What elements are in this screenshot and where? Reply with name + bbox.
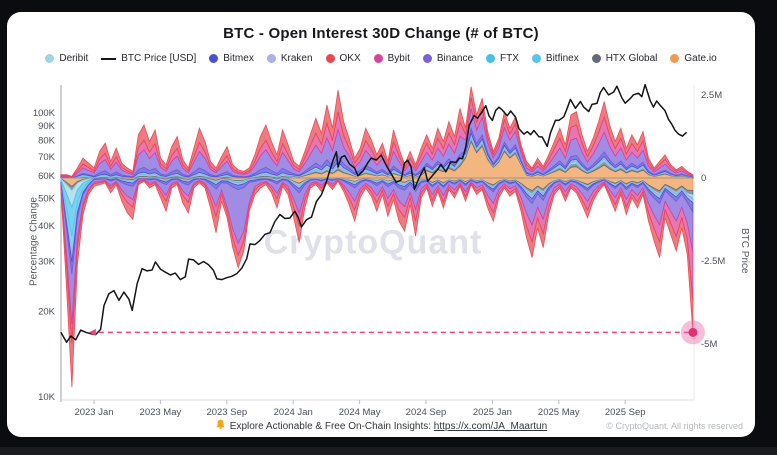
footer-insight-link[interactable]: https://x.com/JA_Maartun xyxy=(433,421,548,432)
legend-label: BTC Price [USD] xyxy=(121,53,197,64)
btc-price-line xyxy=(60,83,688,343)
legend-label: Deribit xyxy=(59,53,89,64)
legend-item-gateio[interactable]: Gate.io xyxy=(670,53,717,64)
left-tick-label: 80K xyxy=(38,136,56,147)
legend-item-binance[interactable]: Binance xyxy=(422,53,474,64)
legend-dot-swatch xyxy=(45,54,55,63)
right-axis-title: BTC Price xyxy=(739,228,750,274)
legend-line-swatch xyxy=(101,57,117,60)
x-tick-label: 2025 Jan xyxy=(473,407,512,418)
legend-item-deribit[interactable]: Deribit xyxy=(45,53,88,64)
legend-dot-swatch xyxy=(591,54,601,63)
legend-item-ftx[interactable]: FTX xyxy=(486,53,519,64)
bottom-bar xyxy=(0,447,777,455)
chart-canvas[interactable]: 2023 Jan 2023 May 2023 Sep 2024 Jan 2024 May… xyxy=(7,12,755,437)
left-axis-title: Percentage Change xyxy=(28,197,40,286)
legend-dot-swatch xyxy=(670,54,680,63)
left-tick-label: 90K xyxy=(38,121,56,132)
x-tick-label: 2024 Jan xyxy=(274,407,313,418)
legend-dot-swatch xyxy=(325,54,335,63)
oi-stacked-areas xyxy=(60,86,694,388)
legend-dot-swatch xyxy=(209,54,219,63)
footer-copyright: © CryptoQuant. All rights reserved xyxy=(600,421,743,431)
x-tick-label: 2025 May xyxy=(538,407,580,418)
x-tick-label: 2025 Sep xyxy=(605,407,646,418)
left-tick-label: 100K xyxy=(33,108,56,119)
legend-dot-swatch xyxy=(373,54,383,63)
annotation-arrow-left xyxy=(88,328,96,336)
area-okx-neg xyxy=(60,179,694,388)
x-tick-label: 2023 May xyxy=(140,407,182,418)
footer-insight-text: Explore Actionable & Free On-Chain Insig… xyxy=(229,421,434,432)
x-tick-label: 2023 Sep xyxy=(206,407,247,418)
legend-label: Bitfinex xyxy=(545,53,579,64)
legend-label: HTX Global xyxy=(605,53,658,64)
legend-dot-swatch xyxy=(531,54,541,63)
legend-item-kraken[interactable]: Kraken xyxy=(266,53,313,64)
x-tick-label: 2023 Jan xyxy=(74,407,113,418)
right-tick-label: 0 xyxy=(701,173,706,184)
legend-item-bitmex[interactable]: Bitmex xyxy=(209,53,254,64)
legend-item-btc_price[interactable]: BTC Price [USD] xyxy=(101,53,196,64)
legend-label: OKX xyxy=(339,53,361,64)
annotation-dot xyxy=(688,327,698,337)
legend-item-bitfinex[interactable]: Bitfinex xyxy=(531,53,579,64)
right-tick-label: -5M xyxy=(701,339,717,350)
left-tick-label: 20K xyxy=(38,307,56,318)
x-tick-label: 2024 May xyxy=(339,407,381,418)
left-tick-label: 40K xyxy=(38,221,56,232)
legend-label: Bitmex xyxy=(223,53,254,64)
left-tick-label: 10K xyxy=(38,392,56,403)
legend-dot-swatch xyxy=(422,54,432,63)
legend-label: Bybit xyxy=(387,53,410,64)
right-tick-label: 2.5M xyxy=(701,90,722,101)
legend: Deribit BTC Price [USD] Bitmex Kraken OKX Byb… xyxy=(7,53,755,64)
left-tick-label: 50K xyxy=(38,193,56,204)
legend-item-htx_global[interactable]: HTX Global xyxy=(591,53,658,64)
legend-label: Gate.io xyxy=(684,53,717,64)
footer-insight: Explore Actionable & Free On-Chain Insig… xyxy=(7,419,755,433)
legend-item-bybit[interactable]: Bybit xyxy=(373,53,410,64)
bell-icon xyxy=(215,419,226,433)
legend-label: Binance xyxy=(436,53,474,64)
left-tick-label: 30K xyxy=(38,256,56,267)
chart-card: BTC - Open Interest 30D Change (# of BTC… xyxy=(7,12,755,437)
legend-label: FTX xyxy=(500,53,519,64)
left-tick-label: 60K xyxy=(38,171,56,182)
legend-item-okx[interactable]: OKX xyxy=(325,53,361,64)
legend-dot-swatch xyxy=(486,54,496,63)
left-tick-label: 70K xyxy=(38,152,56,163)
chart-title: BTC - Open Interest 30D Change (# of BTC… xyxy=(223,25,539,42)
x-tick-label: 2024 Sep xyxy=(406,407,447,418)
legend-dot-swatch xyxy=(266,54,276,63)
right-tick-label: -2.5M xyxy=(701,256,725,267)
legend-label: Kraken xyxy=(280,53,313,64)
